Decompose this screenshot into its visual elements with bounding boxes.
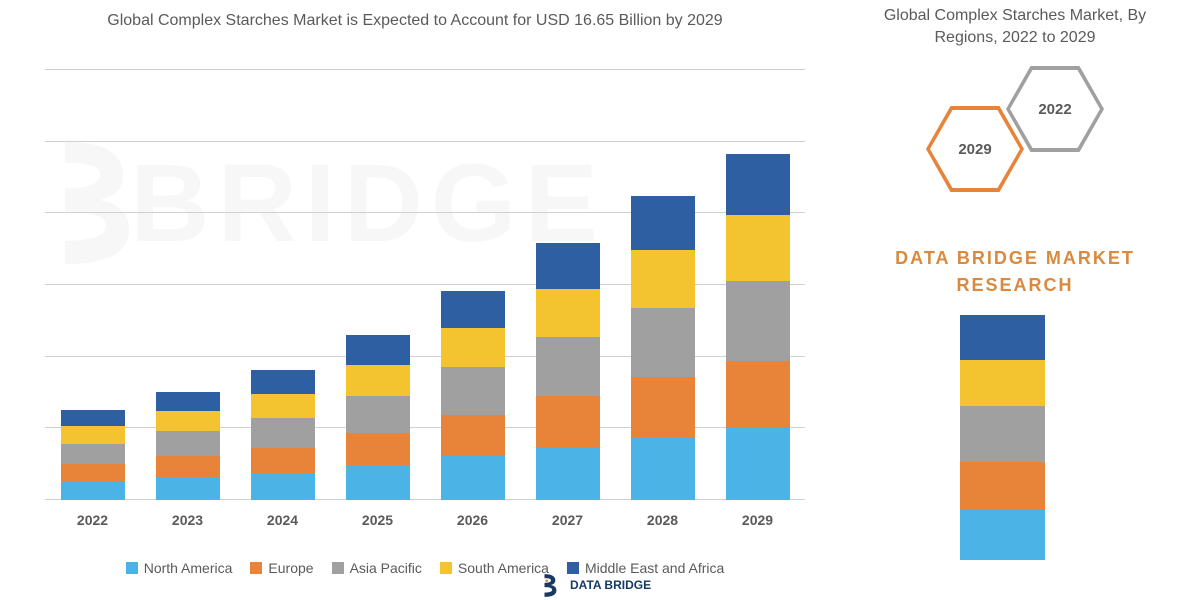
bar-segment <box>346 335 410 365</box>
legend-label: South America <box>458 560 549 576</box>
bar-segment <box>251 448 315 474</box>
bar-segment <box>441 415 505 456</box>
bars-container: 2022 2023 2024 2025 2026 2027 2028 2029 <box>45 70 805 500</box>
side-bar-segment <box>960 406 1045 462</box>
bar-segment <box>251 394 315 419</box>
bar-segment <box>536 289 600 337</box>
bar-column: 2024 <box>251 370 315 500</box>
bar-segment <box>441 291 505 328</box>
bar-segment <box>156 456 220 478</box>
side-bar-segment <box>960 510 1045 560</box>
bar-segment <box>536 447 600 500</box>
x-axis-label: 2024 <box>251 512 315 528</box>
chart-plot: 2022 2023 2024 2025 2026 2027 2028 2029 <box>45 70 805 500</box>
bar-column: 2026 <box>441 291 505 500</box>
bar-column: 2022 <box>61 410 125 500</box>
bar-segment <box>156 477 220 500</box>
legend-label: Asia Pacific <box>350 560 422 576</box>
brand-line1: DATA BRIDGE MARKET <box>895 248 1135 268</box>
side-bar-segment <box>960 462 1045 510</box>
bar-segment <box>61 482 125 500</box>
legend-item: South America <box>440 560 549 576</box>
bar-segment <box>726 361 790 429</box>
legend-item: Europe <box>250 560 313 576</box>
brand-line2: RESEARCH <box>956 275 1073 295</box>
bar-column: 2025 <box>346 335 410 500</box>
legend-swatch <box>126 562 138 574</box>
bar-column: 2028 <box>631 196 695 500</box>
chart-title: Global Complex Starches Market is Expect… <box>0 0 830 32</box>
bar-segment <box>441 456 505 500</box>
side-panel: Global Complex Starches Market, By Regio… <box>830 0 1200 600</box>
bar-segment <box>536 337 600 395</box>
bar-segment <box>631 250 695 307</box>
bar-segment <box>61 464 125 481</box>
bar-segment <box>251 370 315 394</box>
bar-segment <box>726 281 790 361</box>
bar-segment <box>726 154 790 215</box>
hexagon-group: 20292022 <box>930 70 1130 220</box>
legend-swatch <box>567 562 579 574</box>
bar-segment <box>251 473 315 500</box>
chart-area: Global Complex Starches Market is Expect… <box>0 0 830 600</box>
side-bar-segment <box>960 315 1045 360</box>
bar-segment <box>536 396 600 447</box>
bar-segment <box>346 396 410 434</box>
bar-segment <box>346 365 410 396</box>
x-axis-label: 2023 <box>156 512 220 528</box>
bar-segment <box>726 428 790 500</box>
bar-segment <box>61 410 125 426</box>
legend-swatch <box>440 562 452 574</box>
bar-segment <box>61 444 125 464</box>
bar-segment <box>441 367 505 415</box>
legend: North America Europe Asia Pacific South Ame… <box>45 560 805 576</box>
x-axis-label: 2026 <box>441 512 505 528</box>
legend-item: Middle East and Africa <box>567 560 724 576</box>
bar-segment <box>61 426 125 443</box>
legend-label: Middle East and Africa <box>585 560 724 576</box>
x-axis-label: 2022 <box>61 512 125 528</box>
legend-item: North America <box>126 560 233 576</box>
brand-text: DATA BRIDGE MARKET RESEARCH <box>830 245 1200 299</box>
bar-column: 2027 <box>536 243 600 500</box>
bar-segment <box>726 215 790 281</box>
legend-swatch <box>332 562 344 574</box>
bar-segment <box>156 392 220 411</box>
bar-segment <box>536 243 600 289</box>
x-axis-label: 2028 <box>631 512 695 528</box>
bar-column: 2029 <box>726 154 790 500</box>
bar-segment <box>441 328 505 367</box>
legend-item: Asia Pacific <box>332 560 422 576</box>
bar-segment <box>346 433 410 466</box>
side-stacked-bar <box>960 315 1045 560</box>
x-axis-label: 2027 <box>536 512 600 528</box>
legend-label: Europe <box>268 560 313 576</box>
bar-segment <box>631 308 695 378</box>
bar-segment <box>156 411 220 431</box>
legend-label: North America <box>144 560 233 576</box>
x-axis-label: 2025 <box>346 512 410 528</box>
bar-segment <box>156 431 220 456</box>
bar-segment <box>346 466 410 500</box>
bar-column: 2023 <box>156 392 220 500</box>
side-bar-segment <box>960 360 1045 406</box>
bar-segment <box>631 196 695 250</box>
bar-segment <box>631 377 695 436</box>
x-axis-label: 2029 <box>726 512 790 528</box>
side-title: Global Complex Starches Market, By Regio… <box>830 0 1200 50</box>
legend-swatch <box>250 562 262 574</box>
bar-segment <box>631 437 695 500</box>
bar-segment <box>251 418 315 448</box>
